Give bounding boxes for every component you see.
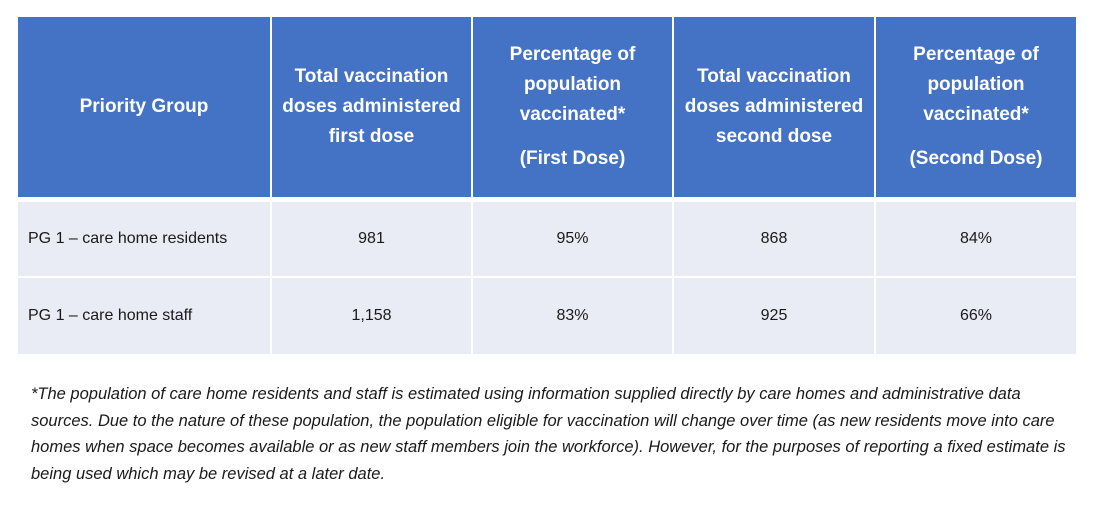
header-label: Priority Group xyxy=(79,95,209,117)
cell-first-dose-total: 1,158 xyxy=(271,277,473,356)
cell-first-dose-total: 981 xyxy=(271,198,473,278)
cell-second-dose-percentage: 84% xyxy=(875,198,1076,278)
vaccination-table: Priority Group Total vaccination doses a… xyxy=(18,17,1076,356)
header-second-dose-percentage: Percentage of population vaccinated* (Se… xyxy=(875,17,1076,202)
header-label: Total vaccination doses administered sec… xyxy=(684,65,864,147)
cell-second-dose-total: 925 xyxy=(673,277,876,356)
header-second-dose-total: Total vaccination doses administered sec… xyxy=(673,17,876,202)
cell-priority-group: PG 1 – care home residents xyxy=(18,198,272,278)
header-row: Priority Group Total vaccination doses a… xyxy=(18,17,1076,202)
header-sublabel: (Second Dose) xyxy=(909,147,1043,169)
footnote: *The population of care home residents a… xyxy=(31,385,1066,483)
cell-first-dose-percentage: 83% xyxy=(472,277,674,356)
table-row: PG 1 – care home staff 1,158 83% 925 66% xyxy=(18,277,1076,356)
header-first-dose-percentage: Percentage of population vaccinated* (Fi… xyxy=(472,17,674,202)
cell-second-dose-total: 868 xyxy=(673,198,876,278)
header-label: Percentage of population vaccinated* xyxy=(913,43,1039,125)
table-row: PG 1 – care home residents 981 95% 868 8… xyxy=(18,198,1076,278)
table-body: PG 1 – care home residents 981 95% 868 8… xyxy=(18,198,1076,356)
cell-priority-group: PG 1 – care home staff xyxy=(18,277,272,356)
header-first-dose-total: Total vaccination doses administered fir… xyxy=(271,17,473,202)
table-header: Priority Group Total vaccination doses a… xyxy=(18,17,1076,202)
vaccination-table-container: Priority Group Total vaccination doses a… xyxy=(18,17,1076,356)
cell-first-dose-percentage: 95% xyxy=(472,198,674,278)
cell-second-dose-percentage: 66% xyxy=(875,277,1076,356)
header-label: Percentage of population vaccinated* xyxy=(509,43,636,125)
header-label: Total vaccination doses administered fir… xyxy=(282,65,461,147)
header-priority-group: Priority Group xyxy=(18,17,272,202)
header-sublabel: (First Dose) xyxy=(519,147,626,169)
